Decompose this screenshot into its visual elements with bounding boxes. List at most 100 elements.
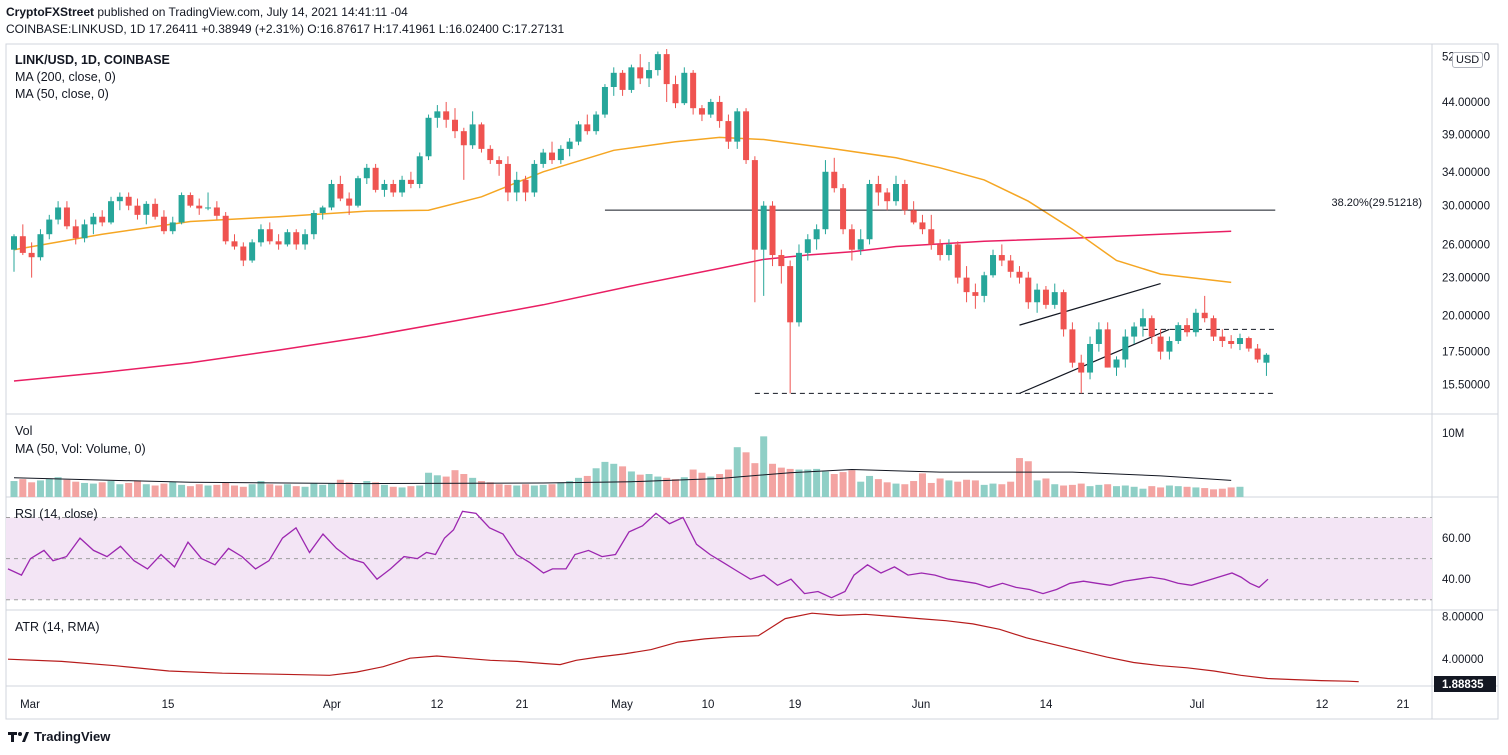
- vol-legend[interactable]: Vol: [15, 424, 33, 438]
- candle-body: [302, 234, 309, 245]
- candle-body: [1025, 277, 1032, 303]
- publish-line: CryptoFXStreet published on TradingView.…: [6, 5, 408, 19]
- volume-bar: [354, 484, 362, 497]
- candle-body: [795, 252, 802, 323]
- candle: [249, 239, 256, 263]
- ma50-legend[interactable]: MA (50, close, 0): [15, 87, 109, 101]
- rsi-legend[interactable]: RSI (14, close): [15, 507, 98, 521]
- volume-bar: [892, 483, 900, 497]
- candle-body: [1087, 344, 1094, 373]
- candle-body: [116, 196, 123, 202]
- candle-body: [407, 179, 414, 184]
- volume-bar: [522, 484, 530, 497]
- volume-bar: [910, 481, 918, 497]
- candle-body: [11, 236, 17, 250]
- volume-bar: [857, 481, 865, 497]
- candle: [848, 224, 855, 261]
- candle: [743, 108, 750, 164]
- atr-legend[interactable]: ATR (14, RMA): [15, 620, 100, 634]
- candle: [646, 61, 653, 87]
- ma200-legend[interactable]: MA (200, close, 0): [15, 70, 116, 84]
- publisher-name[interactable]: CryptoFXStreet: [6, 5, 95, 19]
- candle: [1087, 336, 1094, 380]
- candle: [1245, 336, 1252, 352]
- candle: [231, 234, 238, 250]
- volume-bar: [231, 485, 238, 497]
- volume-bar: [769, 463, 777, 497]
- candle-body: [690, 72, 697, 109]
- volume-bar: [1033, 480, 1041, 497]
- candle: [831, 157, 838, 193]
- candle: [284, 229, 291, 247]
- candle-body: [19, 236, 26, 253]
- volume-bar: [19, 479, 27, 497]
- candle: [346, 192, 353, 215]
- volume-bar: [918, 473, 926, 497]
- volume-bar: [433, 475, 441, 497]
- candle-body: [275, 241, 282, 245]
- candle: [416, 152, 423, 189]
- volume-bar: [804, 469, 812, 497]
- candle-body: [504, 163, 511, 193]
- candle: [822, 160, 829, 235]
- candle-body: [231, 241, 238, 247]
- time-tick-label: Jun: [912, 699, 931, 711]
- candle: [1254, 344, 1261, 363]
- candle-body: [1131, 326, 1138, 337]
- candle-body: [557, 148, 564, 161]
- vol-ma-legend[interactable]: MA (50, Vol: Volume, 0): [15, 442, 146, 456]
- volume-bar: [1095, 484, 1103, 497]
- axes: 52.0000044.0000039.0000034.0000030.00000…: [20, 52, 1496, 711]
- volume-bar: [160, 483, 168, 497]
- candle: [751, 156, 758, 303]
- volume-bar: [874, 479, 882, 497]
- candle: [787, 260, 794, 394]
- candle-body: [213, 207, 220, 216]
- volume-bar: [1015, 458, 1023, 497]
- candle: [593, 111, 600, 135]
- candle-body: [848, 229, 855, 250]
- currency-badge[interactable]: USD: [1452, 52, 1484, 68]
- candle-body: [160, 216, 167, 232]
- candle-body: [1113, 359, 1120, 368]
- candle: [531, 160, 538, 197]
- volume-bar: [495, 484, 503, 497]
- volume-bar: [416, 485, 424, 497]
- candle: [601, 84, 608, 118]
- price-tick-label: 20.00000: [1442, 310, 1490, 322]
- candle: [266, 222, 273, 245]
- candle-body: [381, 183, 388, 190]
- volume-bar: [107, 481, 115, 497]
- volume-bar: [1165, 485, 1173, 497]
- candle: [187, 192, 194, 208]
- candle: [1192, 308, 1199, 337]
- volume-bar: [654, 476, 662, 497]
- volume-bar: [1130, 486, 1138, 497]
- tradingview-brand[interactable]: TradingView: [8, 729, 110, 744]
- volume-bar: [336, 479, 344, 497]
- candle: [945, 239, 952, 261]
- candle: [690, 70, 697, 115]
- candle-body: [884, 192, 891, 202]
- fib-level-label: 38.20%(29.51218): [1331, 197, 1422, 209]
- time-tick-label: 19: [789, 699, 802, 711]
- candle-body: [1236, 338, 1243, 345]
- volume-bar: [319, 484, 327, 497]
- candle: [663, 49, 670, 102]
- candle: [363, 163, 370, 184]
- volume-bar: [698, 472, 706, 497]
- candle: [857, 229, 864, 256]
- volume-bar: [795, 469, 803, 497]
- candle: [310, 210, 317, 240]
- candle: [196, 198, 203, 215]
- volume-bar: [557, 482, 565, 497]
- volume-bar: [733, 447, 741, 497]
- candle-body: [734, 111, 741, 142]
- candle-body: [584, 124, 591, 132]
- volume-bar: [530, 485, 538, 497]
- candle-body: [81, 224, 88, 239]
- candle-body: [63, 207, 70, 227]
- volume-bar: [186, 486, 194, 497]
- candle-body: [743, 111, 750, 161]
